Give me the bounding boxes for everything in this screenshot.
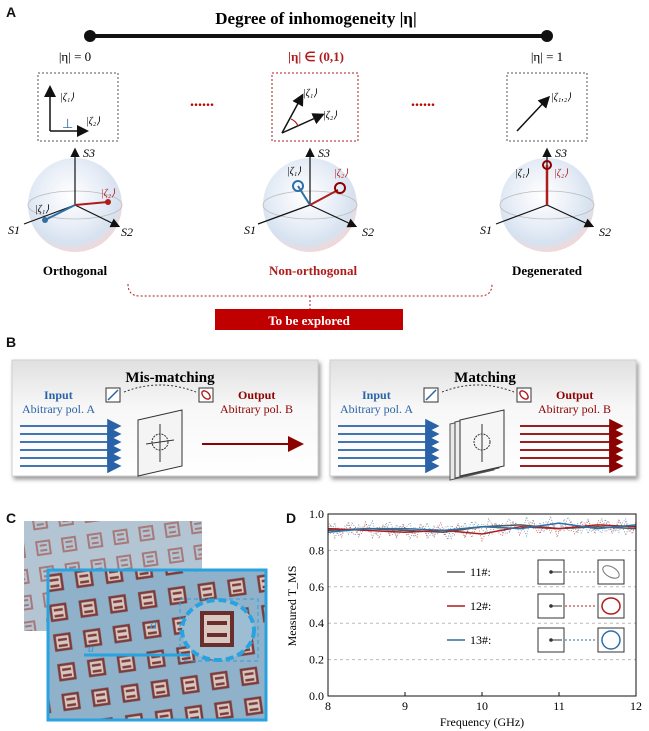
y-tick-label: 1.0 <box>309 507 324 521</box>
svg-text:|ζ₁⟩: |ζ₁⟩ <box>287 166 301 177</box>
label-orthogonal: Orthogonal <box>43 263 108 278</box>
inset-box-degenerated <box>506 72 588 142</box>
x-tick-label: 11 <box>553 699 565 713</box>
x-axis-label: Frequency (GHz) <box>440 715 524 729</box>
y-tick-label: 0.8 <box>309 543 324 557</box>
svg-text:S3: S3 <box>83 146 95 160</box>
svg-text:|ζ₁⟩: |ζ₁⟩ <box>35 204 49 215</box>
svg-text:|ζ₂⟩: |ζ₂⟩ <box>334 168 348 179</box>
series-13#-line <box>327 522 637 533</box>
y-tick-label: 0.0 <box>309 689 324 703</box>
lattice-label-a2: a <box>88 641 94 655</box>
y-tick-label: 0.4 <box>309 616 324 630</box>
perp-symbol: ⊥ <box>62 116 73 131</box>
poincare-sphere-nonorthogonal: S3 S1 S2 |ζ₁⟩ |ζ₂⟩ <box>244 146 374 252</box>
inset-zeta2: |ζ₂⟩ <box>86 116 100 127</box>
label-degenerated: Degenerated <box>512 263 583 278</box>
svg-text:|ζ₂⟩: |ζ₂⟩ <box>554 168 568 179</box>
legend-11: 11#: <box>470 565 491 579</box>
panel-letter-d: D <box>286 510 297 526</box>
poincare-sphere-degenerated: S3 S1 S2 |ζ₁⟩ |ζ₂⟩ <box>480 146 611 252</box>
mismatch-output-sub: Abitrary pol. B <box>220 402 293 416</box>
series-11#-raw <box>327 515 637 541</box>
transmission-chart: 0.0 0.2 0.4 0.6 0.8 1.0 8 9 10 11 12 Measured T_MS… <box>285 507 642 729</box>
svg-text:S1: S1 <box>480 223 492 237</box>
y-axis-label: Measured T_MS <box>285 566 299 647</box>
explore-label: To be explored <box>268 313 350 328</box>
mismatch-title: Mis-matching <box>125 370 215 386</box>
label-nonorthogonal: Non-orthogonal <box>269 263 358 278</box>
svg-text:|ζ₁⟩: |ζ₁⟩ <box>515 168 529 179</box>
eta-title: Degree of inhomogeneity |η| <box>215 9 416 28</box>
svg-text:S1: S1 <box>8 223 20 237</box>
legend-12: 12#: <box>470 599 491 613</box>
explore-bracket <box>127 283 493 297</box>
dots-left: ...... <box>190 93 214 110</box>
legend-13: 13#: <box>470 633 491 647</box>
inset2-zeta1: |ζ₁⟩ <box>303 88 317 99</box>
svg-text:S2: S2 <box>121 225 133 239</box>
svg-text:S1: S1 <box>244 223 256 237</box>
mismatch-input: Input <box>44 388 73 402</box>
svg-text:S3: S3 <box>555 146 567 160</box>
eta-mid-label: |η| ∈ (0,1) <box>288 49 344 64</box>
inset-zeta1: |ζ₁⟩ <box>60 92 74 103</box>
match-input: Input <box>362 388 391 402</box>
legend: 11#: 12#: 13#: <box>447 559 625 653</box>
poincare-sphere-orthogonal: S3 S1 S2 |ζ₁⟩ |ζ₂⟩ <box>8 146 133 252</box>
y-tick-label: 0.2 <box>309 653 324 667</box>
dots-right: ...... <box>411 93 435 110</box>
mismatch-input-sub: Abitrary pol. A <box>22 402 95 416</box>
inset3-zeta12: |ζ₁,₂⟩ <box>551 92 571 103</box>
panel-letter-a: A <box>6 4 17 20</box>
match-output: Output <box>556 388 593 402</box>
svg-text:S2: S2 <box>362 225 374 239</box>
svg-text:|ζ₂⟩: |ζ₂⟩ <box>101 188 115 199</box>
panel-letter-c: C <box>6 510 17 526</box>
panel-c-photo: a a <box>24 521 268 722</box>
inset-box-nonorthogonal <box>271 72 359 142</box>
y-tick-label: 0.6 <box>309 580 324 594</box>
x-tick-label: 8 <box>325 699 331 713</box>
match-input-sub: Abitrary pol. A <box>340 402 413 416</box>
x-tick-label: 12 <box>630 699 642 713</box>
eta-axis-left-dot <box>84 30 96 42</box>
eta-one-label: |η| = 1 <box>531 49 563 64</box>
mismatch-output: Output <box>238 388 275 402</box>
match-output-sub: Abitrary pol. B <box>538 402 611 416</box>
inset-box-orthogonal <box>37 72 119 142</box>
lattice-label-a: a <box>150 618 157 633</box>
match-title: Matching <box>454 370 516 386</box>
series-12#-raw <box>327 518 637 543</box>
panel-letter-b: B <box>6 334 17 350</box>
eta-axis-right-dot <box>541 30 553 42</box>
eta-zero-label: |η| = 0 <box>59 49 91 64</box>
svg-text:S3: S3 <box>318 146 330 160</box>
inset2-zeta2: |ζ₂⟩ <box>323 110 337 121</box>
svg-text:S2: S2 <box>599 225 611 239</box>
panel-a-figure: Degree of inhomogeneity |η| |η| = 0 |η| … <box>8 5 611 330</box>
panel-b-figure: Mis-matching Input Abitrary pol. A Outpu… <box>11 359 637 481</box>
x-tick-label: 9 <box>402 699 408 713</box>
x-tick-label: 10 <box>476 699 488 713</box>
explore-box <box>215 309 403 330</box>
